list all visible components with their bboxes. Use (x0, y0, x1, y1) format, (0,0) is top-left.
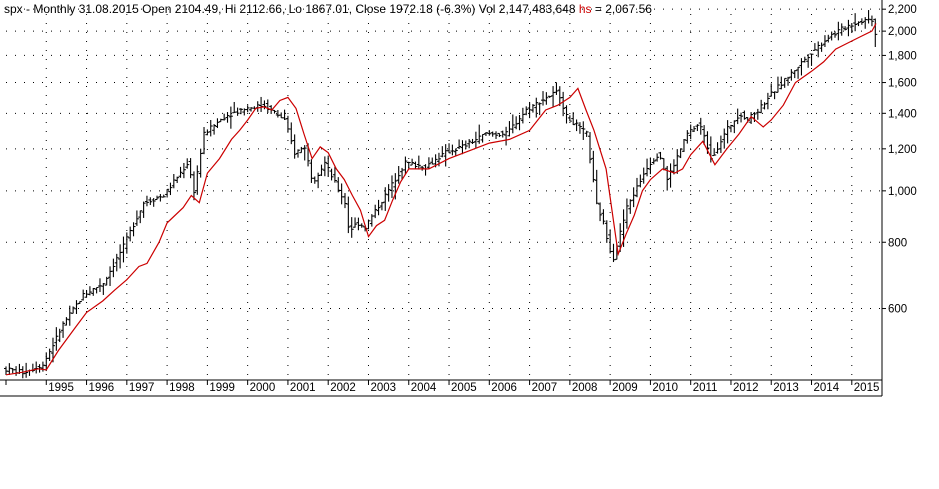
x-tick-label: 2009 (612, 382, 638, 394)
y-tick-label: 1,400 (888, 108, 917, 120)
x-tick-label: 2002 (330, 382, 356, 394)
y-tick-label: 1,200 (888, 144, 917, 156)
header-prefix: spx - Monthly 31.08.2015 Open 2104.49, H… (4, 2, 576, 16)
x-tick-label: 2004 (411, 382, 437, 394)
y-axis-ticks: 2,200 2,000 1,800 1,600 1,400 1,200 1,000 800 60… (882, 4, 917, 316)
x-tick-label: 1998 (169, 382, 195, 394)
y-tick-label: 1,800 (888, 50, 917, 62)
price-bars (4, 10, 878, 379)
y-tick-label: 800 (888, 237, 907, 249)
y-tick-label: 1,600 (888, 78, 917, 90)
x-tick-label: 2003 (370, 382, 396, 394)
x-tick-label: 1997 (129, 382, 155, 394)
x-tick-label: 1999 (209, 382, 235, 394)
x-tick-label: 2005 (451, 382, 477, 394)
y-tick-label: 2,200 (888, 4, 917, 16)
chart-header: spx - Monthly 31.08.2015 Open 2104.49, H… (4, 2, 652, 16)
x-tick-label: 2007 (532, 382, 558, 394)
header-hs-value: = 2,067.56 (595, 2, 652, 16)
x-tick-label: 2008 (572, 382, 598, 394)
x-tick-label: 1995 (48, 382, 74, 394)
x-tick-label: 2010 (652, 382, 678, 394)
hs-series-line (5, 23, 877, 376)
x-tick-label: 2015 (854, 382, 880, 394)
x-tick-label: 2013 (773, 382, 799, 394)
x-tick-label: 2000 (250, 382, 276, 394)
y-tick-label: 1,000 (888, 186, 917, 198)
x-axis-ticks: 1995 1996 1997 1998 1999 2000 2001 2002 2003 2004… (5, 380, 880, 394)
x-tick-label: 2006 (491, 382, 517, 394)
y-tick-label: 600 (888, 304, 907, 316)
y-tick-label: 2,000 (888, 26, 917, 38)
header-hs-label: hs (579, 2, 592, 16)
x-tick-label: 2014 (814, 382, 840, 394)
x-tick-label: 1996 (89, 382, 115, 394)
x-tick-label: 2012 (733, 382, 759, 394)
x-tick-label: 2011 (693, 382, 718, 394)
x-tick-label: 2001 (290, 382, 316, 394)
